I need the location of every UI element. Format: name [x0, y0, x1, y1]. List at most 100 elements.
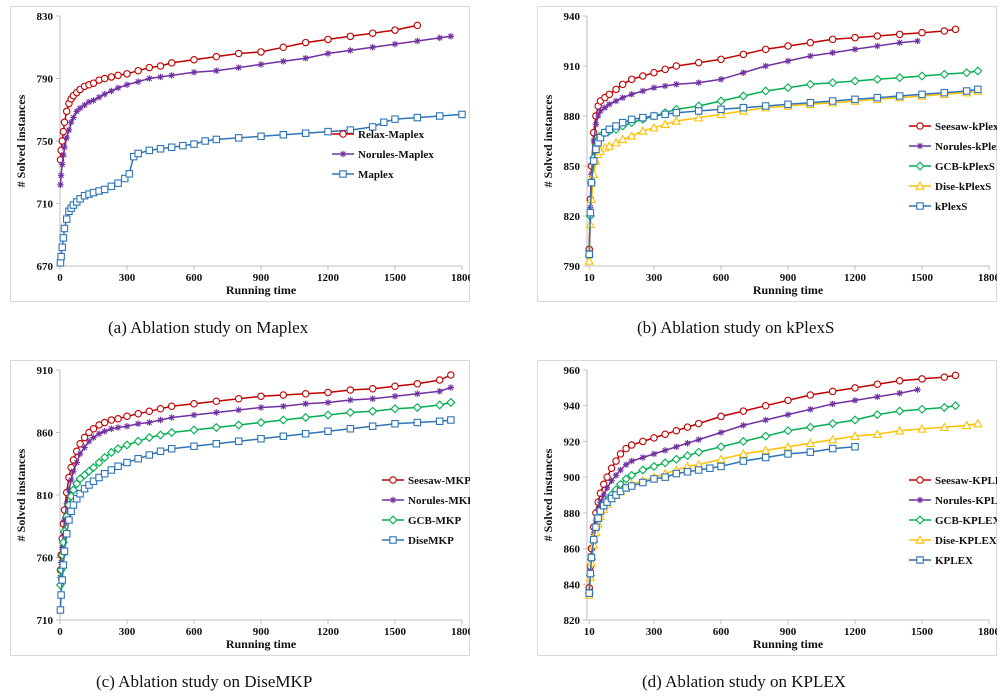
data-point — [589, 128, 598, 137]
data-point — [872, 429, 883, 439]
data-point — [235, 406, 242, 414]
data-point — [257, 61, 265, 68]
y-tick-label: 790 — [37, 74, 54, 86]
data-point — [828, 444, 837, 453]
data-point — [89, 79, 98, 87]
data-point — [65, 516, 73, 524]
data-point — [145, 407, 154, 415]
data-point — [368, 422, 377, 430]
y-tick-label: 920 — [564, 436, 581, 448]
data-point — [59, 234, 68, 242]
data-point — [134, 420, 142, 427]
data-point — [413, 418, 422, 427]
data-point — [62, 107, 71, 116]
data-point — [918, 28, 926, 37]
legend-item-maplex: Maplex — [332, 169, 394, 181]
data-point — [761, 45, 770, 54]
data-point — [190, 442, 198, 451]
data-point — [850, 431, 860, 440]
data-point — [592, 145, 600, 154]
data-point — [168, 72, 175, 79]
y-tick-label: 960 — [564, 365, 581, 377]
legend-item-dise-kplexs: Dise-kPlexS — [909, 181, 991, 193]
data-point — [413, 21, 422, 30]
data-point — [716, 454, 726, 464]
data-point — [85, 98, 93, 106]
data-point — [939, 422, 950, 431]
data-point — [661, 430, 669, 439]
legend-item-kplexs: kPlexS — [909, 201, 967, 213]
x-tick-label: 1500 — [384, 272, 407, 284]
data-point — [60, 151, 67, 159]
legend-marker — [388, 515, 398, 525]
data-point — [650, 434, 658, 442]
data-point — [684, 440, 691, 447]
legend-label: Seesaw-MKP — [408, 475, 470, 487]
legend-label: Seesaw-KPLEX — [935, 475, 997, 487]
data-point — [628, 457, 635, 465]
data-point — [88, 462, 99, 473]
data-point — [435, 376, 444, 384]
data-point — [100, 74, 109, 83]
data-point — [81, 101, 88, 109]
data-point — [639, 478, 647, 487]
x-axis-label: Running time — [753, 283, 824, 297]
data-point — [94, 457, 104, 468]
data-point — [324, 399, 332, 406]
data-point — [190, 55, 198, 64]
data-point — [618, 134, 628, 144]
data-point — [108, 87, 115, 95]
data-point — [896, 39, 903, 46]
data-point — [627, 115, 636, 124]
x-tick-label: 600 — [713, 626, 730, 638]
data-point — [122, 440, 132, 450]
data-point — [280, 58, 287, 65]
data-point — [80, 433, 89, 442]
data-point — [738, 436, 748, 447]
data-point — [807, 406, 814, 413]
data-point — [661, 473, 669, 481]
data-point — [95, 94, 103, 101]
data-point — [257, 392, 265, 400]
data-point — [413, 113, 422, 122]
series-maplex — [56, 110, 466, 267]
data-point — [62, 530, 71, 538]
x-tick-label: 1500 — [384, 626, 407, 638]
data-point — [391, 419, 399, 428]
data-point — [828, 35, 837, 44]
data-point — [762, 416, 769, 424]
data-point — [167, 143, 176, 152]
data-point — [157, 73, 164, 81]
data-point — [874, 393, 881, 400]
data-point — [626, 131, 637, 140]
series-gcb-mkp — [55, 397, 456, 590]
legend-marker — [389, 476, 397, 484]
legend-marker — [915, 535, 925, 544]
data-point — [597, 107, 604, 115]
data-point — [694, 447, 704, 457]
data-point — [761, 453, 770, 462]
x-tick-label: 1200 — [844, 272, 867, 284]
data-point — [57, 181, 64, 188]
legend-label: Norules-KPLEX — [935, 495, 997, 507]
data-point — [851, 46, 859, 53]
x-tick-label: 1800 — [451, 626, 470, 638]
data-point — [123, 412, 131, 420]
data-point — [672, 426, 681, 435]
legend-marker — [339, 170, 347, 178]
data-point — [694, 58, 703, 67]
data-point — [738, 91, 748, 101]
x-tick-label: 300 — [646, 626, 663, 638]
data-point — [739, 407, 748, 415]
y-tick-label: 880 — [564, 111, 581, 123]
data-point — [156, 404, 165, 413]
y-tick-label: 910 — [37, 365, 54, 377]
data-point — [212, 397, 221, 405]
data-point — [739, 103, 748, 112]
data-point — [90, 97, 97, 104]
data-point — [302, 54, 309, 62]
data-point — [894, 425, 905, 435]
data-point — [134, 66, 142, 75]
data-point — [660, 119, 670, 129]
data-point — [671, 454, 681, 464]
